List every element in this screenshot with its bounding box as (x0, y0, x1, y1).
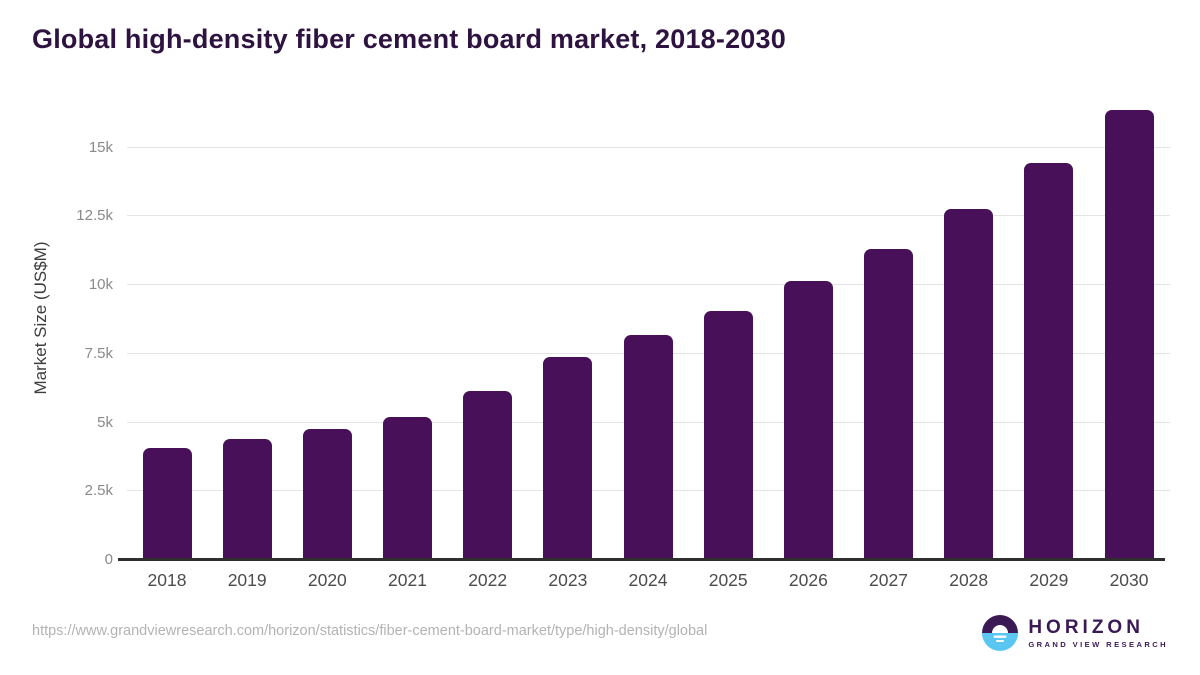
plot-area (127, 105, 1170, 560)
bar-2022 (463, 390, 513, 560)
x-tick-label-2022: 2022 (468, 570, 508, 590)
x-axis-line (118, 558, 1165, 561)
bar-2030 (1104, 110, 1154, 560)
bar-2021 (383, 416, 432, 560)
y-axis-title: Market Size (US$M) (31, 241, 50, 395)
x-tick-label-2030: 2030 (1109, 570, 1149, 590)
x-tick-label-2025: 2025 (708, 570, 748, 590)
source-url: https://www.grandviewresearch.com/horizo… (32, 623, 708, 639)
x-tick-label-2024: 2024 (628, 570, 668, 590)
y-tick-label-10k: 10k (88, 276, 113, 294)
bar-2020 (302, 429, 352, 560)
bar-2028 (944, 209, 994, 560)
gridline-12500 (127, 215, 1170, 217)
x-tick-label-2028: 2028 (949, 570, 989, 590)
y-tick-label-0: 0 (104, 551, 113, 568)
x-tick-label-2027: 2027 (869, 570, 908, 590)
bar-2019 (222, 439, 272, 560)
bar-2029 (1024, 163, 1074, 560)
x-tick-label-2029: 2029 (1029, 570, 1069, 590)
x-tick-label-2019: 2019 (227, 570, 267, 590)
y-tick-label-15k: 15k (88, 138, 113, 156)
y-tick-label-5k: 5k (97, 413, 113, 431)
y-tick-label-2.5k: 2.5k (84, 482, 113, 500)
bar-2027 (864, 248, 914, 560)
x-tick-label-2023: 2023 (548, 570, 588, 590)
bar-2024 (623, 334, 673, 560)
x-tick-label-2020: 2020 (307, 570, 347, 590)
logo-text: HORIZON GRAND VIEW RESEARCH (1028, 616, 1168, 649)
horizon-logo: HORIZON GRAND VIEW RESEARCH (981, 614, 1168, 652)
bar-2023 (543, 357, 593, 560)
x-tick-label-2018: 2018 (147, 570, 187, 590)
y-tick-label-12.5k: 12.5k (76, 207, 113, 225)
y-tick-label-7.5k: 7.5k (84, 344, 113, 362)
x-tick-label-2026: 2026 (788, 570, 828, 590)
bar-2026 (783, 281, 833, 560)
x-tick-label-2021: 2021 (388, 570, 427, 590)
gridline-10000 (127, 284, 1170, 286)
logo-name: HORIZON (1028, 616, 1144, 638)
bar-2025 (703, 310, 753, 560)
horizon-sun-over-water-icon (981, 614, 1019, 652)
gridline-15000 (127, 146, 1170, 148)
bar-2018 (142, 447, 192, 560)
chart-title: Global high-density fiber cement board m… (32, 24, 786, 54)
logo-subtitle: GRAND VIEW RESEARCH (1028, 639, 1168, 649)
